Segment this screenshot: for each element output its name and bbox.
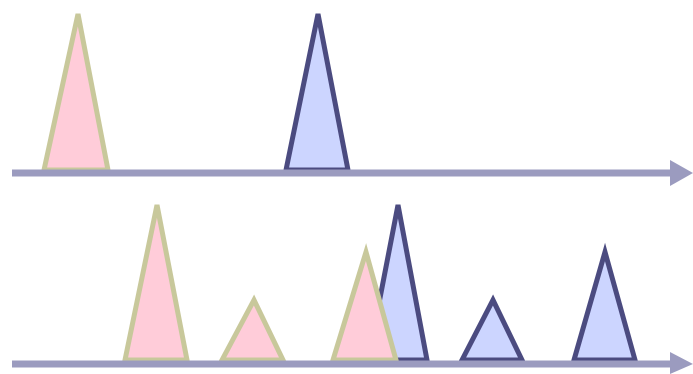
top-row xyxy=(12,13,693,186)
bottom-pink-triangle-2 xyxy=(217,294,287,363)
bottom-pink-triangle-3 xyxy=(329,243,400,363)
top-pink-triangle xyxy=(40,13,112,173)
bottom-axis-arrowhead xyxy=(670,352,693,374)
top-blue-triangle xyxy=(282,13,352,173)
bottom-row xyxy=(12,204,693,374)
bottom-blue-triangle-3 xyxy=(570,242,639,363)
bottom-pink-triangle-1 xyxy=(121,204,191,363)
top-axis-arrowhead xyxy=(670,160,693,186)
bottom-blue-triangle-2 xyxy=(457,294,526,363)
